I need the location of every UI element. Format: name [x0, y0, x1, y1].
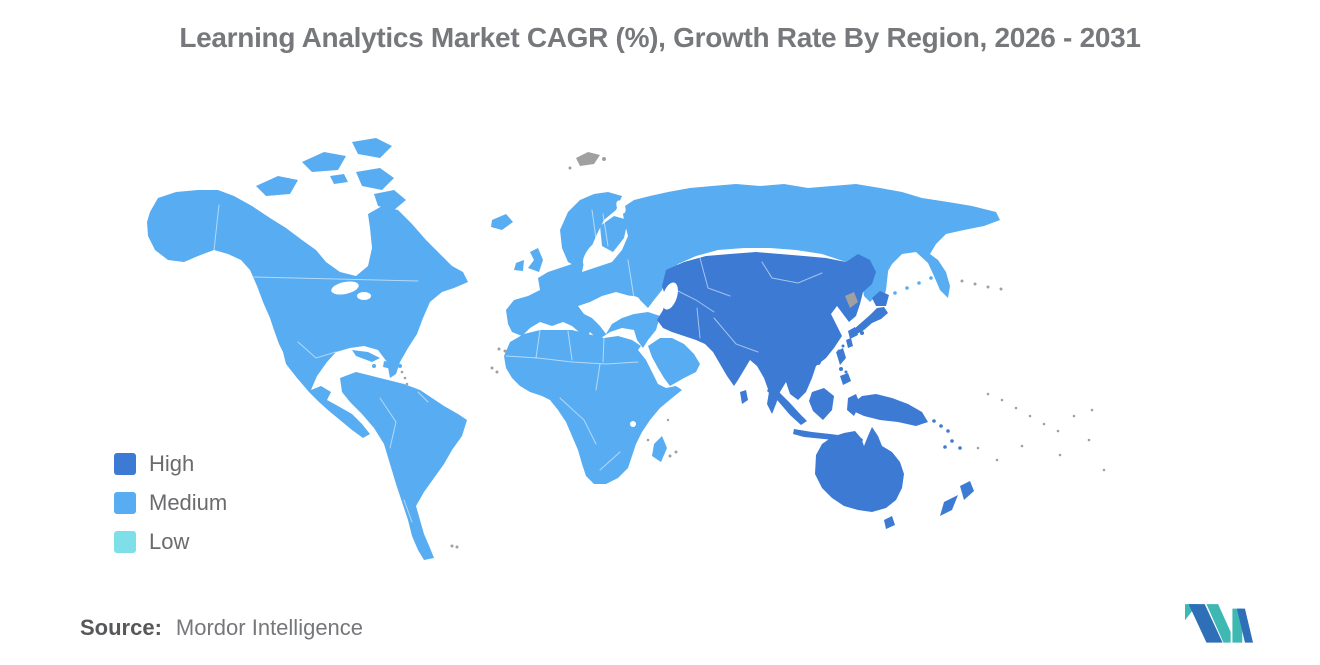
region-hainan — [815, 359, 821, 365]
legend-label-high: High — [149, 450, 195, 476]
region-madagascar — [652, 436, 667, 462]
region-ireland — [514, 260, 524, 271]
logo-shape-teal-1 — [1185, 604, 1198, 621]
region-scandinavia — [560, 192, 622, 268]
legend-swatch-high — [114, 452, 136, 475]
region-australia — [815, 427, 904, 512]
region-atlantic-islands — [400, 347, 507, 549]
logo-shape-teal-2 — [1206, 604, 1231, 643]
region-arctic-islands — [256, 138, 406, 210]
source-line: Source: Mordor Intelligence — [80, 615, 363, 641]
chart-title: Learning Analytics Market CAGR (%), Grow… — [179, 22, 1141, 53]
region-south-america — [340, 372, 467, 560]
region-aleutian-islands — [960, 279, 1003, 291]
source-label: Source: — [80, 615, 162, 640]
region-philippines — [836, 348, 851, 385]
region-kuril-islands — [893, 271, 944, 295]
region-polynesia — [976, 392, 1106, 472]
water-bodies — [331, 200, 678, 427]
region-svalbard — [568, 152, 606, 170]
legend-item-medium: Medium — [114, 489, 228, 515]
region-arabia — [648, 338, 700, 386]
region-north-america — [147, 190, 468, 438]
region-eurasia — [506, 184, 1000, 349]
logo-shape-blue-1 — [1188, 604, 1223, 643]
region-indonesia — [767, 385, 872, 444]
region-new-zealand — [940, 481, 974, 516]
region-africa — [504, 330, 682, 484]
legend-swatch-medium — [114, 491, 136, 514]
region-indian-ocean-islands — [646, 418, 678, 458]
region-iceland — [491, 214, 513, 230]
legend: High Medium Low — [114, 450, 228, 554]
region-tasmania — [884, 516, 895, 529]
logo-shape-blue-2 — [1236, 608, 1253, 643]
legend-item-low: Low — [114, 528, 227, 554]
legend-swatch-low — [114, 530, 136, 553]
region-finland — [600, 216, 628, 252]
legend-item-high: High — [114, 450, 227, 476]
legend-label-medium: Medium — [149, 489, 228, 515]
region-taiwan — [846, 338, 853, 348]
region-united-kingdom — [528, 248, 543, 272]
region-sri-lanka — [740, 390, 748, 404]
region-new-guinea — [852, 394, 928, 426]
region-melanesia — [932, 419, 962, 450]
source-value: Mordor Intelligence — [175, 615, 364, 640]
country-borders — [213, 204, 823, 523]
region-north-korea — [845, 292, 858, 308]
region-caribbean — [352, 350, 402, 369]
region-asia-high — [657, 252, 876, 414]
mordor-intelligence-logo — [1185, 604, 1253, 643]
legend-label-low: Low — [149, 528, 190, 554]
